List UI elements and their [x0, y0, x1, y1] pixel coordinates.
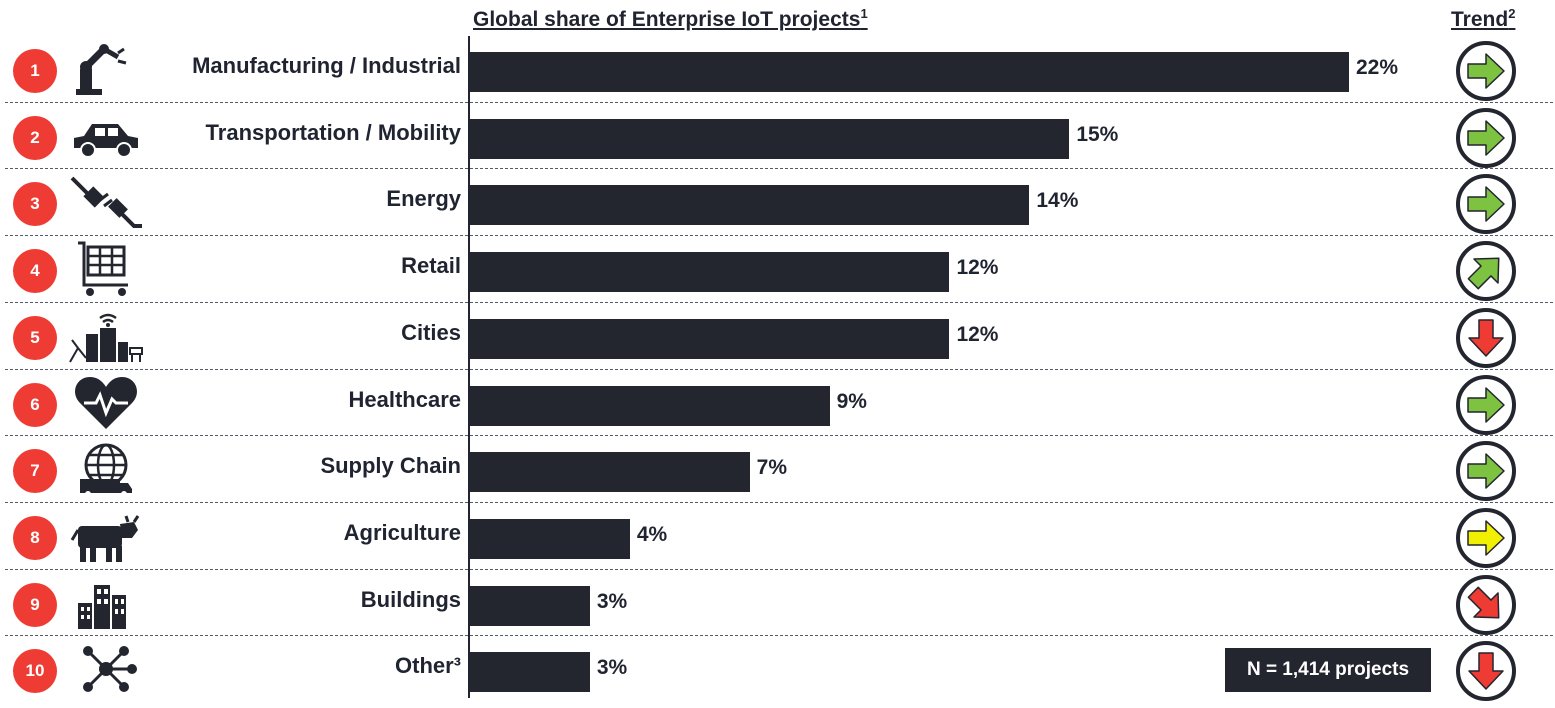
bar-row-supply-chain: 7 Supply Chain 7% — [0, 436, 1555, 502]
rank-badge: 9 — [13, 582, 57, 627]
trend-arrow-icon — [1454, 39, 1518, 103]
category-axis-line — [468, 36, 470, 698]
category-label: Cities — [401, 319, 461, 345]
category-label: Manufacturing / Industrial — [192, 53, 461, 78]
smart-city-icon — [66, 308, 146, 364]
rank-badge: 2 — [13, 115, 57, 160]
rank-badge: 8 — [13, 515, 57, 560]
robot-arm-icon — [66, 41, 146, 97]
value-label: 3% — [596, 589, 628, 613]
bar — [470, 518, 630, 559]
bar — [470, 452, 750, 493]
bar — [470, 385, 830, 426]
bar-row-agriculture: 8 Agriculture 4% — [0, 503, 1555, 569]
heart-pulse-icon — [66, 375, 146, 431]
row-divider — [5, 368, 1553, 370]
rank-badge: 7 — [13, 449, 57, 494]
bar — [470, 652, 590, 693]
category-label: Transportation / Mobility — [205, 119, 461, 145]
cow-icon — [66, 508, 146, 564]
trend-arrow-icon — [1454, 239, 1518, 303]
trend-arrow-icon — [1454, 506, 1518, 570]
bar-row-buildings: 9 Buildings 3% — [0, 570, 1555, 636]
bar — [470, 585, 590, 626]
bar-row-transportation-mobility: 2 Transportation / Mobility 15% — [0, 103, 1555, 169]
rank-badge: 10 — [13, 649, 57, 694]
globe-truck-icon — [66, 441, 146, 498]
value-label: 9% — [836, 389, 867, 413]
category-label: Retail — [401, 253, 461, 279]
sample-size-box: N = 1,414 projects — [1225, 648, 1431, 692]
network-icon — [66, 641, 146, 697]
bar-row-retail: 4 Retail 12% — [0, 236, 1555, 302]
bar — [470, 252, 950, 293]
value-label: 15% — [1076, 122, 1119, 146]
buildings-icon — [66, 575, 146, 631]
bar-row-manufacturing-industrial: 1 Manufacturing / Industrial 22% — [0, 36, 1555, 102]
category-label: Supply Chain — [320, 453, 461, 479]
bar-row-energy: 3 Energy 14% — [0, 169, 1555, 235]
bar — [470, 318, 950, 359]
bar — [470, 52, 1349, 92]
row-divider — [5, 435, 1553, 437]
row-divider — [5, 568, 1553, 570]
shopping-cart-icon — [66, 241, 146, 297]
trend-arrow-icon — [1454, 439, 1518, 503]
category-label: Agriculture — [343, 519, 461, 545]
value-label: 12% — [956, 322, 999, 346]
row-divider — [5, 101, 1553, 103]
value-label: 14% — [1036, 189, 1079, 213]
value-label: 4% — [636, 522, 668, 546]
bar-row-cities: 5 Cities 12% — [0, 303, 1555, 369]
rank-badge: 3 — [13, 182, 57, 227]
row-divider — [5, 235, 1553, 237]
value-label: 7% — [756, 456, 788, 480]
rank-badge: 5 — [13, 315, 57, 360]
trend-column-title: Trend2 — [1451, 6, 1516, 31]
chart-title: Global share of Enterprise IoT projects1 — [473, 6, 868, 31]
value-label: 3% — [596, 656, 628, 680]
row-divider — [5, 635, 1553, 637]
category-label: Energy — [386, 186, 461, 212]
plug-icon — [66, 174, 146, 230]
bar — [470, 118, 1070, 159]
rank-badge: 1 — [13, 49, 57, 93]
row-divider — [5, 168, 1553, 170]
trend-arrow-icon — [1454, 306, 1518, 370]
trend-arrow-icon — [1454, 639, 1518, 703]
car-icon — [66, 108, 146, 164]
rank-badge: 6 — [13, 382, 57, 427]
value-label: 22% — [1356, 56, 1399, 79]
trend-arrow-icon — [1454, 106, 1518, 170]
value-label: 12% — [956, 256, 999, 280]
row-divider — [5, 301, 1553, 303]
bar — [470, 185, 1030, 226]
bar-row-healthcare: 6 Healthcare 9% — [0, 370, 1555, 436]
category-label: Buildings — [360, 586, 461, 612]
category-label: Healthcare — [348, 386, 461, 412]
trend-arrow-icon — [1454, 373, 1518, 437]
category-label: Other³ — [395, 653, 461, 679]
trend-arrow-icon — [1454, 573, 1518, 637]
trend-arrow-icon — [1454, 172, 1518, 236]
rank-badge: 4 — [13, 249, 57, 294]
row-divider — [5, 501, 1553, 503]
bar-row-other: 10 Other³ 3% — [0, 636, 1555, 702]
